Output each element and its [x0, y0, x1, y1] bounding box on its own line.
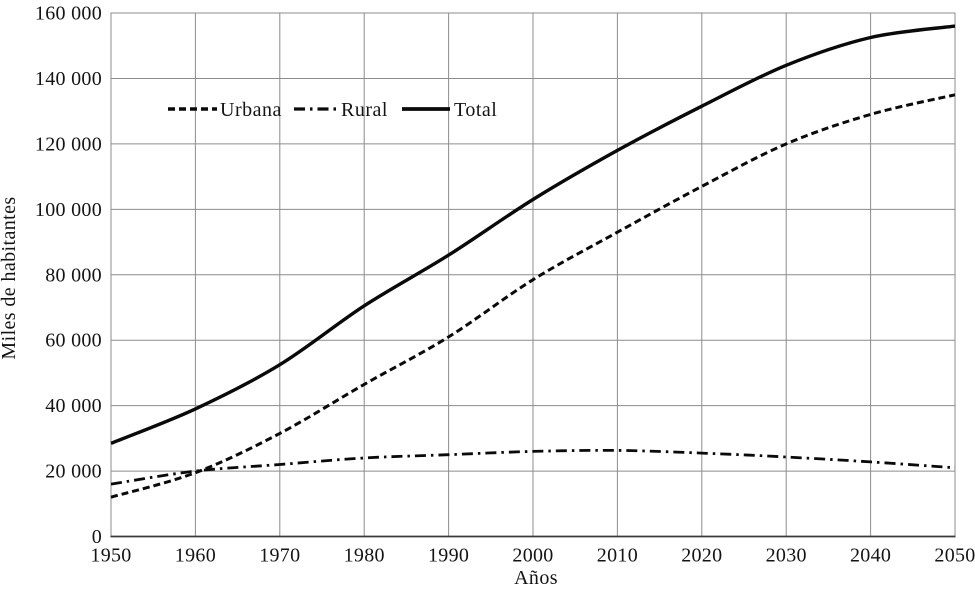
y-tick-label: 0	[92, 526, 102, 548]
x-tick-label: 1960	[175, 545, 216, 567]
legend-label: Urbana	[220, 99, 282, 121]
x-tick-label: 2050	[934, 545, 975, 567]
y-tick-label: 140 000	[35, 68, 102, 90]
series-layer	[110, 24, 956, 499]
legend-item-urbana: Urbana	[168, 99, 282, 121]
y-tick-label: 40 000	[45, 395, 102, 417]
legend: Urbana Rural Total	[168, 99, 497, 121]
y-tick-label: 120 000	[35, 133, 102, 155]
series-line-rural	[110, 448, 956, 486]
y-tick-label: 100 000	[35, 199, 102, 221]
y-tick-label: 160 000	[35, 3, 102, 25]
x-tick-label: 1990	[428, 545, 469, 567]
x-tick-label: 1950	[90, 545, 131, 567]
legend-item-rural: Rural	[294, 99, 388, 121]
x-tick-label: 2030	[766, 545, 807, 567]
legend-label: Total	[454, 99, 497, 121]
x-tick-label: 2040	[850, 545, 891, 567]
y-tick-label: 80 000	[45, 264, 102, 286]
x-axis-title: Años	[514, 567, 558, 589]
legend-item-total: Total	[402, 99, 497, 121]
x-tick-label: 1980	[344, 545, 385, 567]
x-tick-label: 2010	[597, 545, 638, 567]
x-tick-label: 2020	[681, 545, 722, 567]
x-tick-label: 2000	[512, 545, 553, 567]
y-tick-label: 60 000	[45, 330, 102, 352]
x-tick-label: 1970	[259, 545, 300, 567]
tick-layer: 0 20 000 40 000 60 000 80 000 100 000 120 000 1…	[35, 3, 975, 567]
series-line-urbana	[110, 93, 956, 499]
legend-label: Rural	[341, 99, 388, 121]
y-tick-label: 20 000	[45, 461, 102, 483]
grid-layer	[110, 12, 956, 538]
series-line-total	[110, 24, 956, 445]
y-axis-title: Miles de habitantes	[0, 196, 20, 359]
